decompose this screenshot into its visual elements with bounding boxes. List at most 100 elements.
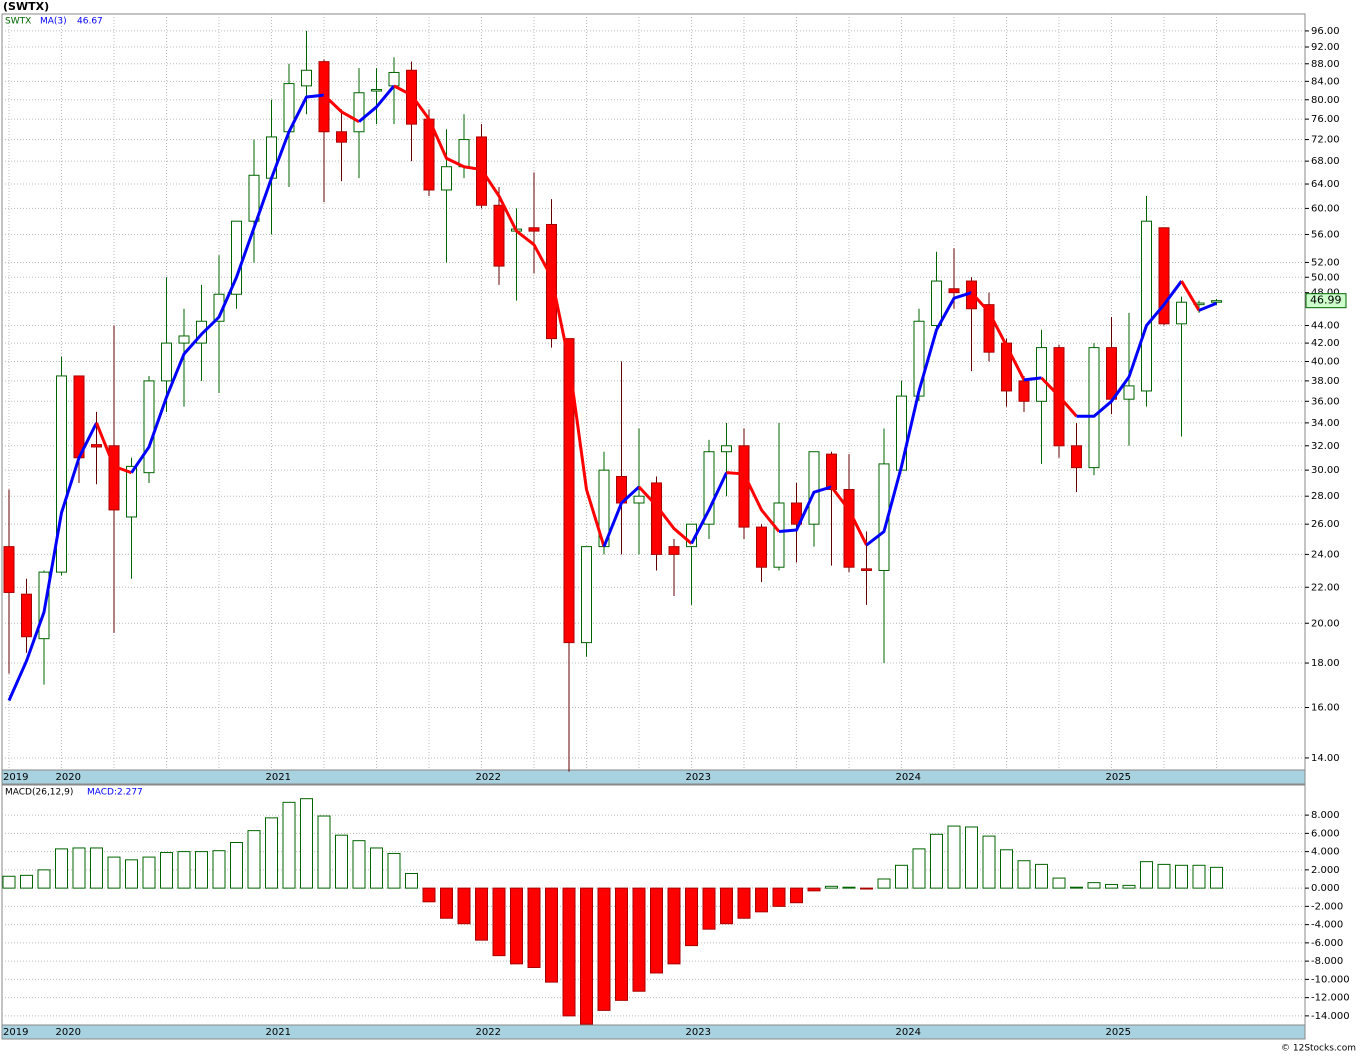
y-tick-label: 6.000 [1311,828,1340,839]
x-tick-label: 2021 [266,1027,291,1038]
candle-body [1141,220,1152,392]
candle-body [91,444,102,448]
candle-body [651,482,662,555]
y-tick-label: 30.00 [1311,465,1340,476]
macd-bar [527,887,541,969]
candle-body [231,220,242,295]
candle-body [1036,347,1047,402]
macd-bar [107,856,121,889]
macd-bar [580,887,593,1025]
candle-body [1176,301,1187,325]
macd-bar [370,847,383,889]
y-tick-label: -10.000 [1311,974,1350,985]
candle-body [1123,385,1135,400]
candle-body [178,335,190,344]
macd-bar [160,852,173,889]
macd-bar [895,864,908,889]
ma-line [1040,376,1078,418]
ma-line [1180,280,1201,312]
y-tick-label: 20.00 [1311,618,1340,629]
y-tick-label: 80.00 [1311,95,1340,106]
y-tick-label: 34.00 [1311,418,1340,429]
x-tick-label: 2019 [3,1027,28,1038]
candle-body [73,375,85,459]
macd-bar [1035,863,1048,889]
ma-line [7,422,98,702]
macd-bar [667,887,681,965]
macd-bar [685,887,698,947]
macd-bar [772,887,786,907]
macd-bar [37,869,51,889]
candle-body [1211,300,1222,303]
ma-line [690,472,728,545]
candle-body [56,375,67,573]
candle-body [826,453,837,491]
ma-line [1023,376,1042,382]
candle-body [108,445,120,511]
macd-bar [335,834,348,889]
candle-body [738,445,750,528]
ma-line [130,93,325,474]
chart-title: (SWTX) [3,0,49,13]
y-tick-label: -8.000 [1311,956,1343,967]
y-tick-label: 32.00 [1311,441,1340,452]
y-tick-label: 92.00 [1311,42,1340,53]
ma-line [95,422,133,475]
macd-bar [72,847,86,889]
macd-bar [1192,864,1206,889]
candle-body [1158,227,1170,325]
macd-bar [825,885,838,889]
y-tick-label: 4.000 [1311,847,1340,858]
last-price-box [1305,293,1347,309]
candle-body [1071,445,1082,469]
y-tick-label: 56.00 [1311,229,1340,240]
macd-bar [702,887,716,930]
macd-bar [265,817,278,889]
candle-body [896,395,907,471]
macd-bar [1157,863,1171,889]
ma-line [1076,280,1183,418]
y-tick-label: 24.00 [1311,549,1340,560]
ma-line [637,485,693,545]
y-tick-label: 44.00 [1311,321,1340,332]
x-tick-label: 2025 [1106,772,1131,783]
y-tick-label: 88.00 [1311,59,1340,70]
y-tick-label: 0.000 [1311,883,1340,894]
ma-line [726,471,781,533]
macd-bar [720,887,733,925]
candle-body [458,139,470,168]
y-tick-label: 96.00 [1311,26,1340,37]
candle-body [861,568,872,571]
y-tick-label: 40.00 [1311,357,1340,368]
macd-bar [1210,866,1223,889]
macd-bar [1140,861,1153,889]
macd-bar [615,887,628,1001]
macd-bar [860,887,873,890]
macd-bar [1105,883,1118,889]
macd-bar [790,887,803,904]
macd-bar [195,851,208,889]
macd-bar [177,851,191,889]
y-tick-label: 60.00 [1311,203,1340,214]
candle-body [371,89,382,92]
candle-body [1018,380,1030,402]
ma-line [322,93,360,123]
candle-body [248,174,260,222]
candle-body [3,546,15,593]
candle-body [301,69,312,87]
macd-bar [562,887,576,1017]
macd-bar [300,798,313,889]
y-tick-label: 18.00 [1311,658,1340,669]
y-tick-label: 52.00 [1311,257,1340,268]
macd-bar [930,833,943,889]
y-tick-label: 38.00 [1311,376,1340,387]
date-bar [1,1024,1306,1040]
x-tick-label: 2023 [686,772,711,783]
ma-value: 46.67 [77,17,103,27]
macd-bar [1122,884,1136,889]
candle-body [721,445,732,453]
candle-body [563,338,575,644]
ma-line [778,485,832,534]
